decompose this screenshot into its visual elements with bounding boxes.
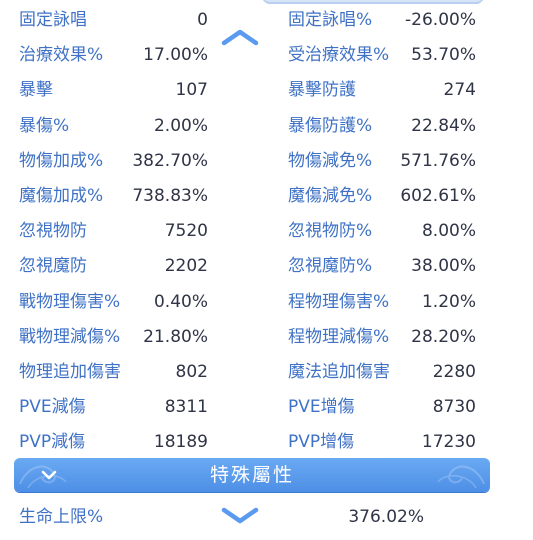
stat-left-label: 固定詠唱 (19, 10, 87, 30)
stat-right-value: 8730 (432, 397, 476, 418)
stat-left-value: 7520 (164, 221, 208, 242)
stat-right-value: 53.70% (411, 45, 476, 66)
swirl-decoration-icon (437, 465, 485, 489)
stat-left-label: 忽視物防 (19, 221, 87, 242)
stat-left-label: PVE減傷 (19, 397, 86, 418)
stat-left-label: 戰物理減傷% (19, 326, 121, 347)
stat-left-label: 治療效果% (19, 45, 104, 66)
stat-left-value: 0.40% (153, 291, 208, 312)
stat-row: 戰物理傷害% 0.40% 程物理傷害% 1.20% (0, 285, 533, 320)
stat-right-value: 28.20% (411, 326, 476, 347)
stat-right-label: 暴擊防護 (288, 80, 356, 101)
stat-left-label: 忽視魔防 (19, 256, 87, 277)
stat-left-value: 18189 (153, 432, 208, 453)
stat-right-label: 暴傷防護% (288, 115, 373, 136)
stat-right-value: 38.00% (411, 256, 476, 277)
stat-row: 魔傷加成% 738.83% 魔傷減免% 602.61% (0, 179, 533, 214)
stat-left-label: 暴擊 (19, 80, 53, 101)
section-title: 特殊屬性 (209, 464, 294, 486)
stat-right-label: 物傷減免% (288, 150, 373, 171)
stat-row: 忽視物防 7520 忽視物防% 8.00% (0, 214, 533, 249)
stat-right-value: 22.84% (411, 115, 476, 136)
stat-right-label: 程物理減傷% (288, 326, 390, 347)
stat-right-label: 固定詠唱% (288, 10, 373, 30)
stat-row: 戰物理減傷% 21.80% 程物理減傷% 28.20% (0, 320, 533, 355)
chevron-down-icon[interactable] (221, 507, 259, 525)
stat-left-value: 21.80% (143, 326, 208, 347)
stat-right-label: PVE增傷 (288, 397, 355, 418)
stat-row: 暴傷% 2.00% 暴傷防護% 22.84% (0, 109, 533, 144)
stat-right-label: PVP增傷 (288, 432, 355, 453)
stat-row: 物傷加成% 382.70% 物傷減免% 571.76% (0, 144, 533, 179)
stat-left-label: 戰物理傷害% (19, 291, 121, 312)
stat-row: PVP減傷 18189 PVP增傷 17230 (0, 425, 533, 460)
stat-left-value: 2202 (164, 256, 208, 277)
stat-row: 暴擊 107 暴擊防護 274 (0, 73, 533, 108)
stat-left-value: 8311 (164, 397, 208, 418)
stat-right-label: 魔法追加傷害 (288, 361, 390, 382)
special-stat-row: 生命上限% 376.02% (0, 500, 533, 534)
stat-left-value: 2.00% (153, 115, 208, 136)
special-stat-label: 生命上限% (19, 507, 104, 527)
stat-left-value: 0 (197, 10, 208, 30)
stat-row: PVE減傷 8311 PVE增傷 8730 (0, 390, 533, 425)
stat-left-value: 107 (175, 80, 208, 101)
stat-right-value: 274 (443, 80, 476, 101)
stat-left-label: 物理追加傷害 (19, 361, 121, 382)
stat-left-label: 魔傷加成% (19, 185, 104, 206)
stat-left-value: 802 (175, 361, 208, 382)
section-header-special[interactable]: 特殊屬性 (14, 458, 490, 492)
stat-right-value: 17230 (421, 432, 476, 453)
stat-right-value: 602.61% (400, 185, 476, 206)
chevron-up-icon[interactable] (221, 28, 259, 46)
stat-row: 固定詠唱 0 固定詠唱% -26.00% (0, 3, 533, 38)
stat-right-label: 受治療效果% (288, 45, 390, 66)
stat-left-value: 738.83% (132, 185, 208, 206)
stat-right-value: -26.00% (405, 10, 476, 30)
stat-left-label: 暴傷% (19, 115, 70, 136)
stat-left-value: 382.70% (132, 150, 208, 171)
stat-right-value: 1.20% (421, 291, 476, 312)
stat-row: 忽視魔防 2202 忽視魔防% 38.00% (0, 249, 533, 284)
stat-right-label: 程物理傷害% (288, 291, 390, 312)
stat-right-value: 2280 (432, 361, 476, 382)
stat-right-label: 忽視魔防% (288, 256, 373, 277)
top-tab-edge (262, 0, 484, 4)
stat-right-label: 魔傷減免% (288, 185, 373, 206)
stat-left-value: 17.00% (143, 45, 208, 66)
stat-list: 固定詠唱 0 固定詠唱% -26.00% 治療效果% 17.00% 受治療效果%… (0, 3, 533, 460)
stat-left-label: 物傷加成% (19, 150, 104, 171)
special-stat-value: 376.02% (348, 507, 424, 527)
stat-right-value: 571.76% (400, 150, 476, 171)
stat-right-label: 忽視物防% (288, 221, 373, 242)
stat-right-value: 8.00% (421, 221, 476, 242)
chevron-down-icon[interactable] (40, 467, 58, 483)
stat-row: 治療效果% 17.00% 受治療效果% 53.70% (0, 38, 533, 73)
stat-row: 物理追加傷害 802 魔法追加傷害 2280 (0, 355, 533, 390)
stat-left-label: PVP減傷 (19, 432, 86, 453)
